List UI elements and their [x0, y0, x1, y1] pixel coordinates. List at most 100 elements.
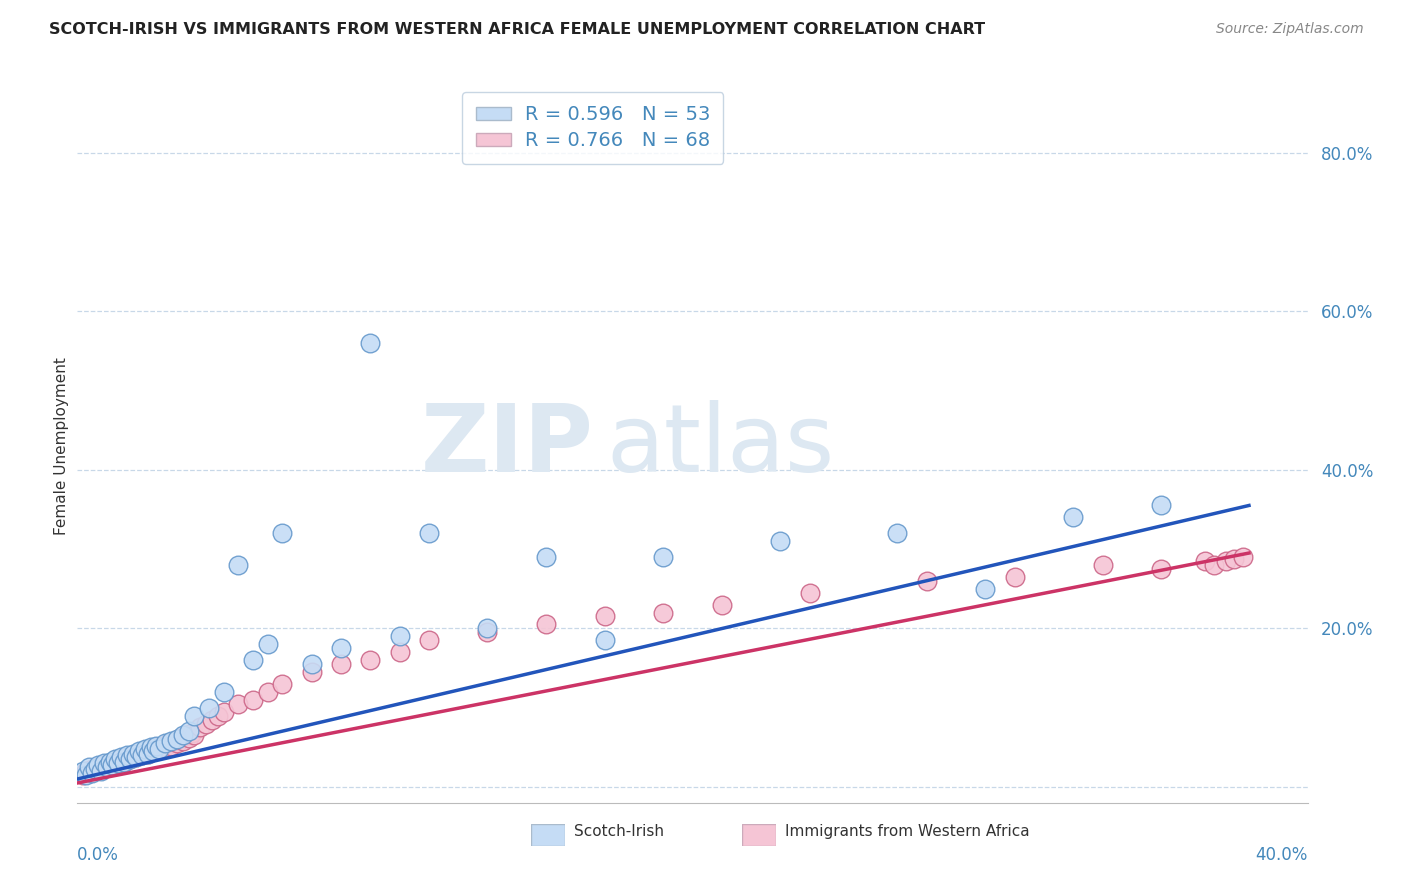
Point	[93, 756, 115, 771]
Point	[329, 657, 352, 671]
Point	[136, 747, 159, 761]
Text: Scotch-Irish: Scotch-Irish	[574, 824, 664, 838]
Point	[177, 731, 200, 745]
Point	[72, 764, 94, 778]
Point	[160, 734, 183, 748]
Point	[96, 760, 118, 774]
Point	[77, 760, 100, 774]
Point	[93, 757, 115, 772]
Point	[128, 744, 150, 758]
Point	[84, 764, 107, 778]
Point	[128, 747, 150, 761]
Text: atlas: atlas	[606, 400, 835, 492]
Point	[212, 685, 235, 699]
Point	[122, 747, 145, 761]
Point	[1062, 510, 1084, 524]
Point	[201, 713, 224, 727]
Point	[160, 739, 183, 753]
Text: 0.0%: 0.0%	[77, 846, 120, 863]
Point	[142, 744, 165, 758]
Text: ZIP: ZIP	[422, 400, 595, 492]
Point	[125, 749, 148, 764]
Point	[1150, 562, 1173, 576]
Point	[153, 736, 177, 750]
Point	[177, 724, 200, 739]
Point	[886, 526, 908, 541]
Point	[104, 752, 127, 766]
Point	[98, 755, 121, 769]
Point	[104, 755, 127, 769]
Point	[145, 740, 167, 755]
Point	[134, 742, 156, 756]
Point	[1223, 551, 1246, 566]
Point	[242, 692, 264, 706]
Point	[107, 756, 129, 771]
Point	[359, 335, 381, 350]
Point	[120, 752, 141, 766]
Point	[418, 526, 440, 541]
Point	[115, 749, 138, 764]
Point	[207, 708, 229, 723]
Point	[84, 763, 107, 777]
Point	[212, 705, 235, 719]
Point	[166, 736, 188, 750]
Point	[183, 728, 205, 742]
Point	[388, 629, 411, 643]
Point	[157, 736, 180, 750]
Point	[150, 739, 173, 753]
Point	[110, 752, 132, 766]
Point	[359, 653, 381, 667]
Point	[1232, 549, 1254, 564]
Point	[301, 657, 323, 671]
Point	[77, 765, 100, 780]
Point	[139, 740, 162, 755]
Point	[172, 728, 194, 742]
Point	[112, 755, 135, 769]
Point	[101, 757, 124, 772]
Point	[115, 748, 138, 763]
Point	[87, 760, 110, 774]
Point	[188, 721, 212, 735]
Point	[120, 752, 141, 766]
Point	[710, 598, 733, 612]
Point	[131, 748, 153, 763]
Point	[388, 645, 411, 659]
Point	[242, 653, 264, 667]
Point	[153, 740, 177, 755]
Point	[329, 641, 352, 656]
Point	[301, 665, 323, 679]
Point	[112, 755, 135, 769]
Point	[1150, 499, 1173, 513]
Point	[1004, 570, 1026, 584]
Text: Immigrants from Western Africa: Immigrants from Western Africa	[785, 824, 1029, 838]
Point	[477, 625, 499, 640]
Point	[163, 734, 186, 748]
Point	[652, 549, 675, 564]
Point	[148, 742, 170, 756]
Point	[271, 526, 294, 541]
Point	[136, 747, 159, 761]
Point	[142, 744, 165, 758]
Point	[195, 716, 218, 731]
Point	[593, 633, 616, 648]
Point	[593, 609, 616, 624]
Point	[534, 617, 557, 632]
Point	[80, 763, 103, 777]
Point	[477, 621, 499, 635]
Point	[271, 677, 294, 691]
Point	[769, 534, 792, 549]
Point	[974, 582, 997, 596]
Point	[90, 764, 112, 778]
Point	[75, 764, 97, 778]
Point	[198, 700, 221, 714]
Point	[1215, 554, 1237, 568]
Point	[652, 606, 675, 620]
Point	[139, 742, 162, 756]
Point	[1091, 558, 1114, 572]
Point	[534, 549, 557, 564]
Point	[87, 757, 110, 772]
Point	[80, 765, 103, 780]
Text: Source: ZipAtlas.com: Source: ZipAtlas.com	[1216, 22, 1364, 37]
Point	[145, 739, 167, 753]
Point	[1194, 554, 1216, 568]
